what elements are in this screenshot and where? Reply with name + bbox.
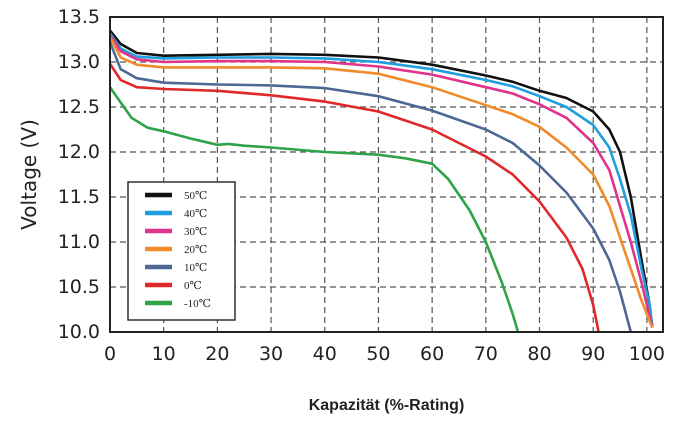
legend: 50℃ 40℃ 30℃ 20℃ 10℃ 0℃ -10℃ [127,181,236,321]
legend-box [127,181,236,321]
x-tick-label: 90 [581,343,605,365]
y-axis-label: Voltage (V) [17,119,41,230]
y-tick-label: 12.0 [58,141,100,163]
plot-frame [109,16,664,333]
legend-label: 10℃ [184,262,207,274]
legend-label: 40℃ [184,208,207,220]
x-tick-label: 60 [420,343,444,365]
x-tick-label: 100 [629,343,665,365]
x-tick-label: 50 [366,343,390,365]
x-tick-label: 20 [205,343,229,365]
legend-label: 50℃ [184,190,207,202]
y-tick-label: 13.5 [58,6,100,28]
series-line [108,32,654,328]
legend-label: 20℃ [184,244,207,256]
y-tick-label: 12.5 [58,96,100,118]
y-tick-label: 11.0 [58,231,100,253]
y-tick-label: 10.5 [58,276,100,298]
x-tick-labels: 0 10 20 30 40 50 60 70 80 90 100 [104,343,665,365]
series-line [108,41,633,333]
series-lines [108,29,654,333]
x-tick-label: 70 [474,343,498,365]
legend-label: 30℃ [184,226,207,238]
x-tick-label: 10 [152,343,176,365]
x-axis-label: Kapazität (%-Rating) [309,397,465,414]
legend-label: 0℃ [184,280,202,292]
x-tick-label: 0 [104,343,116,365]
x-tick-label: 80 [527,343,551,365]
y-tick-label: 10.0 [58,321,100,343]
y-tick-labels: 10.0 10.5 11.0 11.5 12.0 12.5 13.0 13.5 [58,6,100,343]
series-line [108,36,654,328]
x-tick-label: 40 [313,343,337,365]
y-tick-label: 11.5 [58,186,100,208]
series-line [108,34,654,328]
legend-label: -10℃ [184,298,211,310]
series-line [108,86,520,333]
y-tick-label: 13.0 [58,51,100,73]
x-tick-label: 30 [259,343,283,365]
series-line [108,29,654,328]
series-line [108,63,600,333]
